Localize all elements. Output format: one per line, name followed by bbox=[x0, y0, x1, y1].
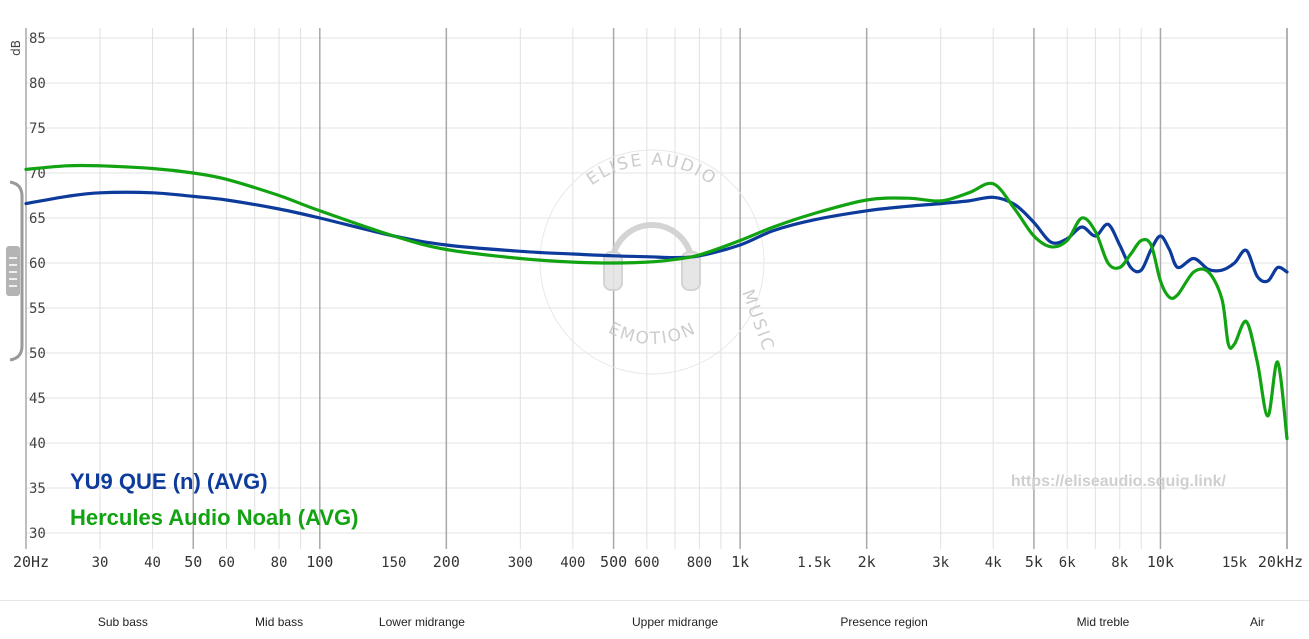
x-tick-label: 800 bbox=[687, 555, 712, 571]
watermark-ring-right: MUSIC bbox=[737, 287, 778, 355]
y-tick-label: 30 bbox=[29, 526, 46, 542]
curves bbox=[24, 163, 1289, 441]
y-tick-label: 45 bbox=[29, 391, 46, 407]
y-tick-label: 80 bbox=[29, 76, 46, 92]
x-tick-label: 300 bbox=[508, 555, 533, 571]
x-tick-label: 4k bbox=[985, 555, 1002, 571]
x-tick-label: 60 bbox=[218, 555, 235, 571]
x-tick-label: 2k bbox=[858, 553, 876, 571]
x-tick-label: 30 bbox=[92, 555, 109, 571]
frequency-band-labels: Sub bass Mid bass Lower midrange Upper midr… bbox=[0, 600, 1309, 639]
watermark-ring-top: ELISE AUDIO bbox=[583, 150, 721, 190]
volume-handle[interactable] bbox=[6, 180, 24, 362]
x-tick-label: 10k bbox=[1147, 553, 1174, 571]
headphones-icon bbox=[603, 222, 701, 291]
y-tick-label: 65 bbox=[29, 211, 46, 227]
x-tick-label: 8k bbox=[1111, 555, 1128, 571]
watermark-ring-bottom: EMOTION bbox=[605, 319, 700, 350]
x-tick-label: 150 bbox=[381, 555, 406, 571]
x-tick-label: 200 bbox=[433, 553, 460, 571]
x-tick-label: 3k bbox=[932, 555, 949, 571]
series-line-1[interactable] bbox=[24, 163, 1289, 441]
band-label: Presence region bbox=[840, 615, 928, 629]
y-tick-label: 40 bbox=[29, 436, 46, 452]
x-tick-label: 100 bbox=[306, 553, 333, 571]
band-label: Mid treble bbox=[1076, 615, 1130, 629]
x-tick-label: 6k bbox=[1059, 555, 1076, 571]
y-axis-label: dB bbox=[9, 40, 23, 56]
x-tick-label: 20kHz bbox=[1258, 553, 1303, 571]
x-tick-label: 5k bbox=[1025, 553, 1043, 571]
x-tick-label: 50 bbox=[184, 553, 202, 571]
x-tick-label: 40 bbox=[144, 555, 161, 571]
x-tick-label: 1k bbox=[731, 553, 749, 571]
x-axis-ticks: 20Hz 30 40 50 60 80 100 150 200 300 400 500 600 800 1k… bbox=[13, 553, 1303, 571]
x-tick-label: 500 bbox=[600, 553, 627, 571]
x-tick-label: 400 bbox=[560, 555, 585, 571]
y-tick-label: 55 bbox=[29, 301, 46, 317]
band-label: Upper midrange bbox=[631, 615, 719, 629]
source-url: https://eliseaudio.squig.link/ bbox=[1011, 473, 1227, 490]
series-line-0[interactable] bbox=[24, 190, 1289, 284]
y-tick-label: 35 bbox=[29, 481, 46, 497]
y-tick-label: 60 bbox=[29, 256, 46, 272]
band-label: Mid bass bbox=[255, 615, 304, 629]
x-tick-label: 20Hz bbox=[13, 553, 49, 571]
legend-entry-yu9-que[interactable]: YU9 QUE (n) (AVG) bbox=[70, 469, 268, 494]
y-tick-label: 50 bbox=[29, 346, 46, 362]
band-label: Sub bass bbox=[97, 615, 148, 629]
band-label: Lower midrange bbox=[378, 615, 465, 629]
y-tick-label: 75 bbox=[29, 121, 46, 137]
x-tick-label: 1.5k bbox=[797, 555, 831, 571]
band-label: Air bbox=[1249, 615, 1265, 629]
y-tick-label: 85 bbox=[29, 31, 46, 47]
frequency-response-graph: ELISE AUDIO MUSIC EMOTION 85807570656055… bbox=[6, 28, 1303, 571]
x-tick-label: 15k bbox=[1222, 555, 1248, 571]
legend-entry-hercules-noah[interactable]: Hercules Audio Noah (AVG) bbox=[70, 505, 358, 530]
x-tick-label: 80 bbox=[271, 555, 288, 571]
x-tick-label: 600 bbox=[634, 555, 659, 571]
